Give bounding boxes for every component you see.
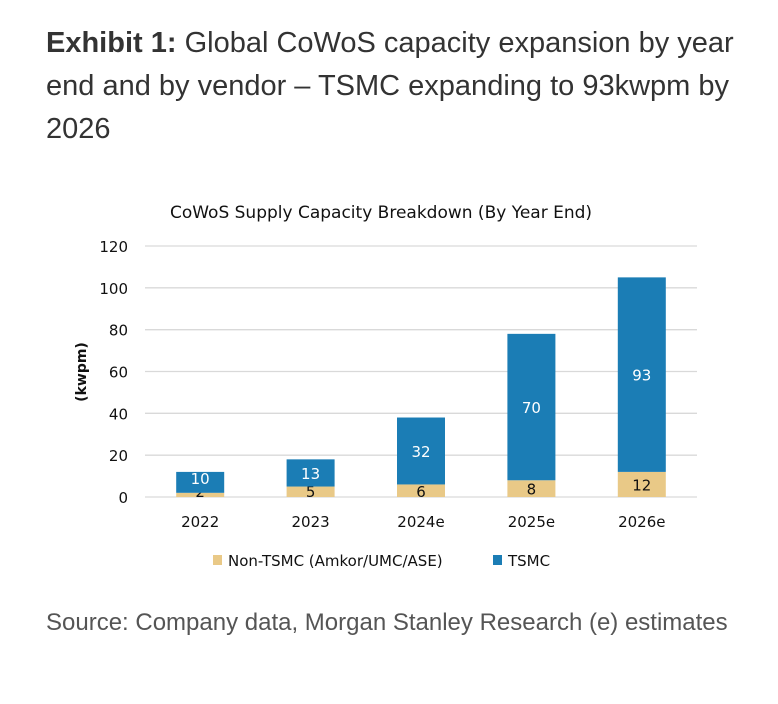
x-tick-label: 2023: [292, 513, 330, 531]
data-label: 93: [632, 367, 651, 385]
y-axis-label: (kwpm): [74, 342, 90, 402]
data-label: 10: [191, 470, 210, 488]
y-tick-label: 100: [99, 280, 128, 298]
bar-tsmc: [397, 417, 445, 485]
data-label: 12: [632, 476, 651, 494]
data-label: 8: [527, 481, 537, 499]
y-tick-label: 120: [99, 238, 128, 256]
y-tick-label: 80: [109, 322, 128, 340]
bar-tsmc: [507, 333, 556, 481]
bar-tsmc: [176, 471, 225, 493]
exhibit-title: Global CoWoS capacity expansion by year …: [46, 27, 734, 145]
x-tick-label: 2026e: [618, 513, 665, 531]
legend-label: TSMC: [507, 552, 550, 570]
bar-tsmc: [617, 277, 666, 472]
x-tick-label: 2025e: [508, 513, 555, 531]
y-tick-label: 20: [109, 447, 128, 465]
bar-non-tsmc: [286, 486, 335, 497]
exhibit-heading: Exhibit 1: Global CoWoS capacity expansi…: [46, 22, 746, 151]
data-label: 6: [416, 483, 426, 501]
x-tick-label: 2024e: [397, 513, 444, 531]
source-note: Source: Company data, Morgan Stanley Res…: [46, 609, 728, 636]
bar-tsmc: [286, 459, 335, 487]
bar-non-tsmc: [617, 471, 666, 497]
chart-title: CoWoS Supply Capacity Breakdown (By Year…: [170, 203, 592, 223]
legend-swatch: [493, 555, 502, 565]
bar-non-tsmc: [176, 492, 225, 497]
bar-non-tsmc: [397, 484, 445, 497]
data-label: 70: [522, 399, 541, 417]
exhibit-label: Exhibit 1:: [46, 27, 177, 59]
y-tick-label: 40: [109, 405, 128, 423]
y-tick-label: 60: [109, 364, 128, 382]
bar-non-tsmc: [507, 480, 556, 497]
legend-swatch: [213, 555, 222, 565]
data-label: 13: [301, 465, 320, 483]
data-label: 32: [411, 443, 430, 461]
y-tick-label: 0: [118, 489, 128, 507]
legend-label: Non-TSMC (Amkor/UMC/ASE): [228, 552, 443, 570]
data-label: 5: [306, 483, 316, 501]
x-tick-label: 2022: [181, 513, 219, 531]
